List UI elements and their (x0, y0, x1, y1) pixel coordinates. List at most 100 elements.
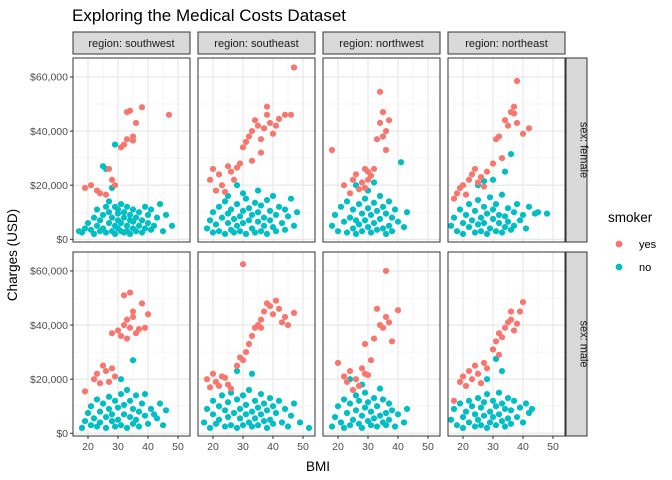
point-nonsmoker (507, 150, 515, 158)
point-smoker (516, 308, 524, 315)
point-smoker (385, 319, 393, 326)
point-smoker (367, 357, 375, 364)
point-nonsmoker (284, 423, 292, 430)
point-nonsmoker (224, 413, 232, 421)
point-nonsmoker (129, 357, 137, 364)
point-nonsmoker (233, 201, 241, 208)
point-smoker (266, 303, 274, 310)
point-nonsmoker (471, 411, 479, 418)
point-nonsmoker (102, 413, 110, 421)
point-nonsmoker (477, 422, 485, 429)
point-nonsmoker (483, 230, 491, 237)
point-smoker (126, 289, 134, 296)
point-nonsmoker (254, 209, 262, 216)
point-smoker (510, 103, 518, 110)
point-smoker (459, 182, 467, 189)
point-nonsmoker (349, 225, 357, 232)
point-nonsmoker (96, 419, 104, 426)
point-smoker (370, 165, 378, 173)
point-smoker (388, 338, 396, 345)
column-strip (447, 31, 566, 55)
point-nonsmoker (281, 405, 289, 413)
point-nonsmoker (135, 209, 143, 216)
point-nonsmoker (263, 230, 271, 237)
point-nonsmoker (477, 404, 485, 411)
point-smoker (141, 324, 149, 331)
point-nonsmoker (212, 221, 220, 228)
point-nonsmoker (480, 412, 488, 419)
point-nonsmoker (459, 219, 467, 227)
point-nonsmoker (397, 159, 405, 166)
point-nonsmoker (483, 424, 491, 431)
point-nonsmoker (209, 397, 217, 404)
point-nonsmoker (233, 367, 241, 375)
point-nonsmoker (147, 206, 155, 213)
point-nonsmoker (504, 205, 512, 212)
point-nonsmoker (239, 422, 247, 429)
x-tick-label: 30 (487, 441, 499, 453)
point-nonsmoker (284, 213, 292, 220)
point-nonsmoker (257, 411, 265, 418)
point-smoker (382, 146, 390, 154)
point-nonsmoker (105, 393, 113, 400)
y-tick-label: $20,000 (30, 180, 68, 192)
x-tick-label: 50 (172, 441, 184, 453)
point-smoker (245, 340, 253, 348)
point-nonsmoker (346, 214, 354, 221)
data-points (75, 104, 176, 237)
point-smoker (257, 316, 265, 323)
point-smoker (108, 330, 116, 337)
point-nonsmoker (504, 415, 512, 422)
point-nonsmoker (492, 422, 500, 429)
x-tick-label: 20 (332, 441, 344, 453)
point-nonsmoker (105, 209, 113, 216)
point-smoker (206, 176, 214, 183)
point-nonsmoker (293, 209, 301, 216)
point-nonsmoker (209, 209, 217, 216)
point-nonsmoker (498, 418, 506, 425)
point-nonsmoker (450, 405, 458, 413)
x-axis-title: BMI (306, 459, 330, 474)
panel-border (72, 57, 191, 243)
point-nonsmoker (364, 399, 372, 406)
point-nonsmoker (239, 207, 247, 214)
point-nonsmoker (135, 222, 143, 229)
point-nonsmoker (99, 400, 107, 407)
point-nonsmoker (340, 218, 348, 225)
point-smoker (209, 370, 217, 377)
point-nonsmoker (132, 228, 140, 235)
point-smoker (120, 292, 128, 299)
point-smoker (382, 313, 390, 321)
point-nonsmoker (489, 215, 497, 223)
point-nonsmoker (159, 422, 167, 429)
point-nonsmoker (290, 400, 298, 407)
point-smoker (254, 122, 262, 129)
point-smoker (230, 176, 238, 183)
legend-label-no: no (639, 262, 651, 274)
point-nonsmoker (132, 416, 140, 423)
facet-panel (447, 57, 566, 243)
point-nonsmoker (144, 211, 152, 219)
point-nonsmoker (239, 219, 247, 227)
point-smoker (355, 186, 363, 193)
point-nonsmoker (349, 206, 357, 213)
legend-title: smoker (608, 210, 653, 225)
point-nonsmoker (81, 225, 89, 232)
facet-panel (197, 251, 316, 437)
axes: $0 $20,000 $40,000 $60,000 $0 $20,000 $40,000 $… (30, 72, 559, 453)
point-nonsmoker (102, 424, 110, 431)
point-nonsmoker (275, 397, 283, 404)
point-nonsmoker (260, 214, 268, 221)
point-nonsmoker (126, 397, 134, 404)
point-nonsmoker (382, 409, 390, 417)
point-nonsmoker (337, 419, 345, 426)
point-smoker (394, 307, 402, 314)
point-nonsmoker (465, 201, 473, 208)
point-smoker (257, 324, 265, 331)
point-smoker (87, 182, 95, 189)
point-smoker (275, 305, 283, 312)
point-smoker (126, 324, 134, 331)
point-nonsmoker (275, 203, 283, 210)
point-nonsmoker (388, 407, 396, 414)
point-smoker (269, 311, 277, 318)
